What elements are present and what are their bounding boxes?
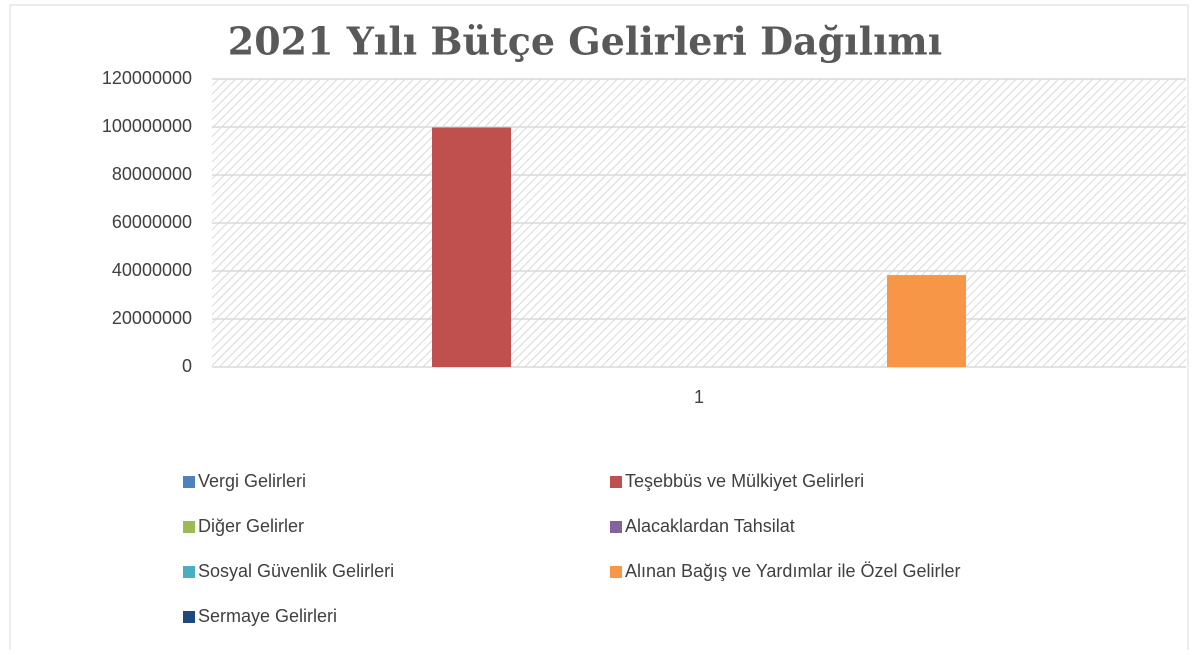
bar — [887, 275, 966, 367]
legend-label: Alınan Bağış ve Yardımlar ile Özel Gelir… — [625, 561, 960, 581]
legend-label: Alacaklardan Tahsilat — [625, 516, 795, 536]
bar — [432, 127, 511, 367]
legend-label: Sosyal Güvenlik Gelirleri — [198, 561, 394, 581]
y-tick-label: 100000000 — [102, 116, 192, 136]
y-tick-label: 60000000 — [112, 212, 192, 232]
y-tick-label: 120000000 — [102, 68, 192, 88]
x-tick-label: 1 — [694, 387, 704, 407]
legend-label: Diğer Gelirler — [198, 516, 304, 536]
legend-swatch — [610, 476, 622, 488]
legend-swatch — [183, 566, 195, 578]
legend-label: Sermaye Gelirleri — [198, 606, 337, 626]
y-tick-label: 40000000 — [112, 260, 192, 280]
y-tick-label: 80000000 — [112, 164, 192, 184]
legend-swatch — [610, 521, 622, 533]
y-tick-label: 0 — [182, 356, 192, 376]
legend-label: Vergi Gelirleri — [198, 471, 306, 491]
legend-swatch — [183, 521, 195, 533]
legend-swatch — [610, 566, 622, 578]
legend-swatch — [183, 611, 195, 623]
chart-title: 2021 Yılı Bütçe Gelirleri Dağılımı — [228, 19, 942, 64]
legend-swatch — [183, 476, 195, 488]
legend-label: Teşebbüs ve Mülkiyet Gelirleri — [625, 471, 864, 491]
y-tick-label: 20000000 — [112, 308, 192, 328]
